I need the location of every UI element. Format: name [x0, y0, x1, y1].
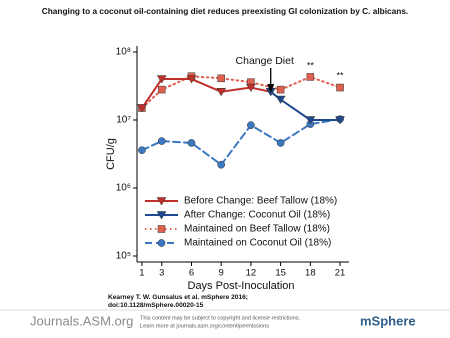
marker — [186, 75, 197, 84]
series-line — [269, 90, 342, 121]
marker — [137, 104, 147, 113]
x-tick-label: 9 — [219, 268, 224, 279]
citation: Kearney T. W. Gunsalus et al. mSphere 20… — [108, 294, 248, 301]
marker — [335, 116, 345, 125]
series-line — [140, 78, 272, 110]
title: Changing to a coconut oil-containing die… — [42, 6, 409, 16]
marker — [247, 121, 255, 129]
marker — [156, 75, 167, 84]
marker — [138, 146, 146, 155]
annotation: Change Diet — [236, 55, 294, 67]
marker — [275, 95, 286, 105]
marker — [276, 139, 285, 147]
series-line — [140, 75, 342, 110]
legend-marker — [156, 197, 167, 206]
y-axis-label: CFU/g — [105, 138, 117, 170]
x-tick-label: 6 — [189, 268, 194, 279]
journal: mSphere — [360, 313, 416, 328]
legend-label: After Change: Coconut Oil (18%) — [184, 210, 330, 221]
marker — [306, 73, 315, 81]
marker — [276, 85, 285, 94]
series-line — [140, 118, 342, 167]
marker — [245, 83, 256, 93]
legend-label: Maintained on Coconut Oil (18%) — [184, 238, 331, 249]
marker — [158, 85, 166, 94]
x-axis-label: Days Post-Inoculation — [188, 280, 295, 292]
y-tick-label: 10⁵ — [116, 251, 131, 262]
marker — [217, 74, 225, 83]
marker — [336, 83, 344, 92]
y-tick-label: 10⁶ — [116, 183, 131, 194]
notice: This content may be subject to copyright… — [140, 315, 301, 321]
x-tick-label: 12 — [246, 268, 257, 279]
citation: doi:10.1128/mSphere.00020-15 — [108, 302, 204, 309]
marker — [157, 137, 166, 145]
site: Journals.ASM.org — [30, 313, 133, 328]
x-tick-label: 1 — [139, 268, 144, 279]
notice: Learn more at journals.asm.org/content/p… — [140, 323, 269, 329]
marker — [216, 88, 227, 97]
annotation-arrow-head — [267, 84, 275, 93]
legend-marker — [157, 225, 166, 233]
annotation: ** — [307, 60, 315, 70]
legend-label: Before Change: Beef Tallow (18%) — [184, 196, 337, 207]
legend-label: Maintained on Beef Tallow (18%) — [184, 224, 330, 235]
legend-marker — [156, 211, 167, 220]
y-tick-label: 10⁸ — [116, 47, 131, 58]
x-tick-label: 3 — [159, 268, 164, 279]
marker — [305, 116, 316, 125]
x-tick-label: 15 — [275, 268, 286, 279]
annotation: ** — [337, 70, 345, 80]
y-tick-label: 10⁷ — [116, 115, 131, 126]
legend-marker — [157, 239, 166, 247]
marker — [187, 139, 196, 147]
marker — [217, 160, 226, 169]
x-tick-label: 18 — [305, 268, 316, 279]
x-tick-label: 21 — [335, 268, 346, 279]
